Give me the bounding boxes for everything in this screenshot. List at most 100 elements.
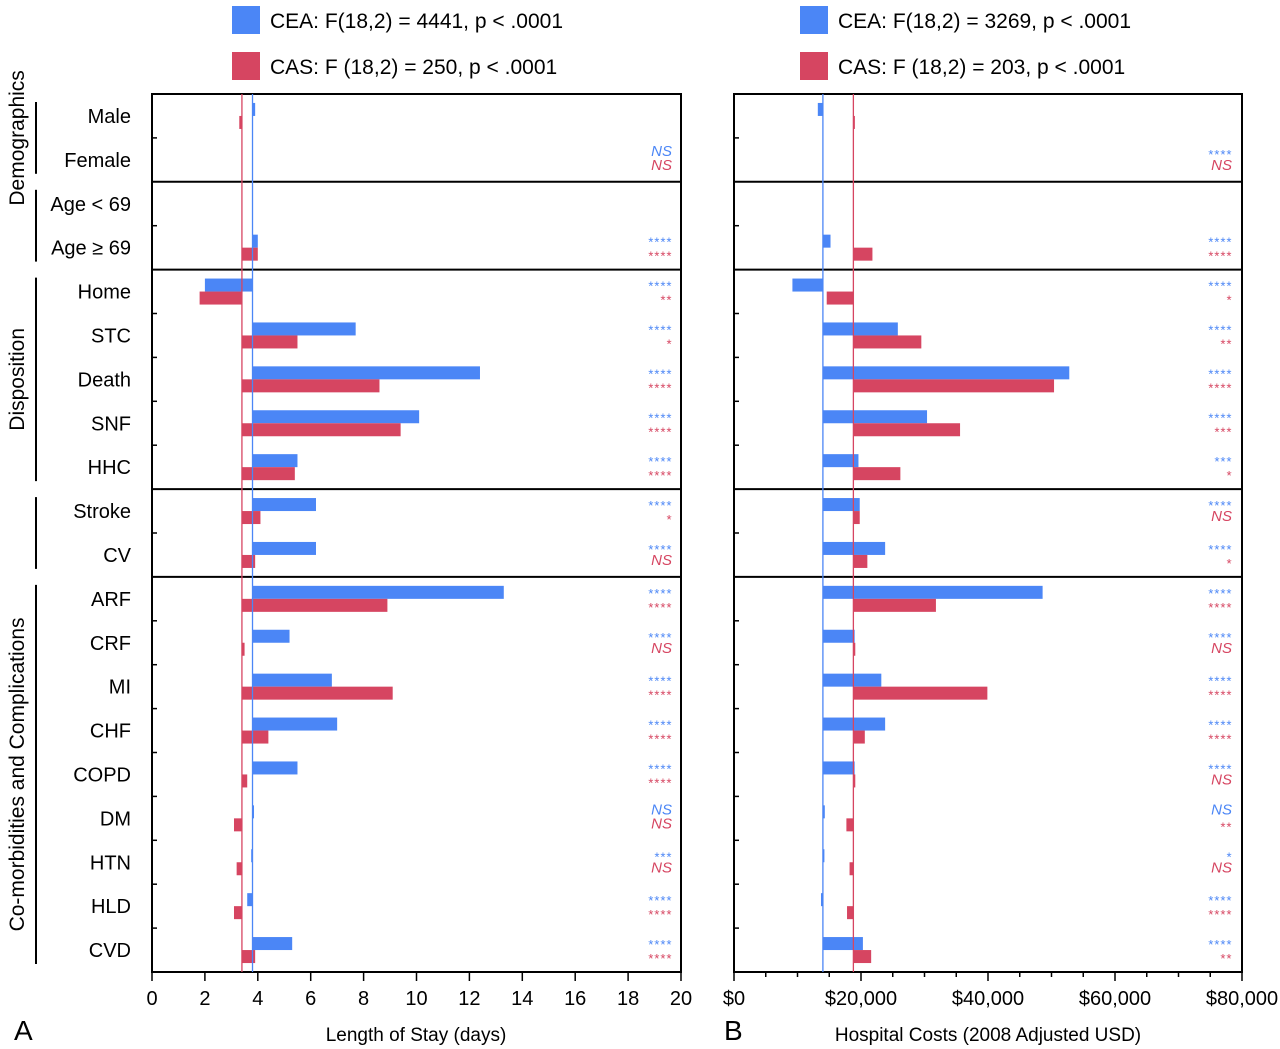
significance-cas-chf: **** — [648, 732, 672, 747]
bar-cas-hhc — [241, 467, 295, 481]
significance-cea-copd: **** — [1208, 761, 1232, 776]
significance-cas-arf: **** — [648, 600, 672, 615]
bar-cas-cv — [241, 554, 256, 568]
x-tick-label: 12 — [458, 988, 480, 1010]
significance-cas-stc: * — [666, 336, 672, 351]
significance-cea-cvd: **** — [1208, 937, 1232, 952]
bar-cea-hld — [247, 893, 253, 907]
significance-cea-hld: **** — [648, 893, 672, 908]
significance-cas-stc: ** — [1220, 336, 1232, 351]
bar-cea-cvd — [822, 937, 863, 951]
significance-cas-hld: **** — [1208, 907, 1232, 922]
significance-cas-home: ** — [660, 293, 672, 308]
category-label-cvd: CVD — [89, 940, 131, 962]
bar-cas-htn — [236, 862, 242, 876]
bar-cea-cvd — [252, 937, 293, 951]
significance-cas-htn: NS — [1211, 859, 1232, 876]
bar-cea-age-69 — [252, 234, 258, 248]
significance-cas-dm: ** — [1220, 819, 1232, 834]
bar-cas-copd — [853, 774, 856, 788]
bar-cea-snf — [252, 410, 420, 424]
bar-cas-hld — [233, 906, 242, 920]
bar-cas-age-69 — [853, 247, 873, 261]
significance-cea-snf: **** — [1208, 410, 1232, 425]
legend-label-cea: CEA: F(18,2) = 3269, p < .0001 — [838, 10, 1131, 33]
significance-cas-home: * — [1226, 293, 1232, 308]
significance-cea-female: NS — [651, 143, 672, 160]
legend-label-cas: CAS: F (18,2) = 250, p < .0001 — [270, 56, 557, 79]
significance-cea-chf: **** — [648, 718, 672, 733]
category-label-age-69: Age ≥ 69 — [51, 238, 131, 260]
significance-cas-crf: NS — [651, 640, 672, 657]
bar-cea-stc — [252, 322, 356, 336]
panel-label: B — [724, 1015, 743, 1046]
significance-cea-cv: **** — [648, 542, 672, 557]
bar-cea-hhc — [252, 454, 298, 468]
category-label-chf: CHF — [90, 721, 131, 743]
significance-cea-mi: **** — [1208, 674, 1232, 689]
significance-cas-stroke: * — [666, 512, 672, 527]
category-label-stc: STC — [91, 325, 131, 347]
significance-cea-crf: **** — [1208, 630, 1232, 645]
bar-cas-mi — [241, 686, 393, 700]
significance-cea-stc: **** — [648, 322, 672, 337]
significance-cas-age-69: **** — [1208, 249, 1232, 264]
bar-cea-mi — [252, 673, 332, 687]
bar-cas-chf — [853, 730, 865, 744]
bar-cas-crf — [241, 642, 245, 656]
x-tick-label: $0 — [723, 988, 745, 1010]
bar-cas-snf — [241, 423, 401, 437]
bar-cea-dm — [822, 805, 825, 819]
x-tick-label: 20 — [670, 988, 692, 1010]
category-label-home: Home — [78, 282, 131, 304]
significance-cea-home: **** — [648, 279, 672, 294]
x-tick-label: $40,000 — [952, 988, 1024, 1010]
significance-cas-htn: NS — [651, 859, 672, 876]
bar-cea-mi — [822, 673, 882, 687]
legend-swatch-cas — [232, 52, 260, 80]
category-label-hld: HLD — [91, 896, 131, 918]
significance-cea-htn: *** — [654, 849, 672, 864]
x-axis-title: Length of Stay (days) — [326, 1025, 507, 1046]
bar-cea-copd — [252, 761, 298, 775]
significance-cea-hld: **** — [1208, 893, 1232, 908]
bar-cas-cvd — [853, 950, 872, 964]
category-label-arf: ARF — [91, 589, 131, 611]
category-label-hhc: HHC — [88, 457, 131, 479]
x-tick-label: 2 — [199, 988, 210, 1010]
category-label-copd: COPD — [73, 764, 131, 786]
significance-cas-chf: **** — [1208, 732, 1232, 747]
bar-cas-arf — [853, 598, 936, 612]
significance-cas-hld: **** — [648, 907, 672, 922]
legend-swatch-cea — [232, 6, 260, 34]
bar-cea-cv — [252, 541, 316, 555]
significance-cas-female: NS — [1211, 157, 1232, 174]
significance-cea-hhc: **** — [648, 454, 672, 469]
bar-cas-dm — [846, 818, 854, 832]
bar-cas-stc — [241, 335, 298, 349]
bar-cea-copd — [822, 761, 855, 775]
bar-cea-male — [817, 102, 823, 116]
category-label-stroke: Stroke — [73, 501, 131, 523]
bar-cas-snf — [853, 423, 961, 437]
category-label-female: Female — [64, 150, 131, 172]
category-label-age-69: Age < 69 — [50, 194, 131, 216]
bar-cas-htn — [849, 862, 854, 876]
bar-cas-crf — [853, 642, 856, 656]
bar-cas-home — [199, 291, 242, 305]
significance-cea-age-69: **** — [648, 235, 672, 250]
significance-cas-hhc: **** — [648, 468, 672, 483]
x-tick-label: 14 — [511, 988, 533, 1010]
legend-label-cea: CEA: F(18,2) = 4441, p < .0001 — [270, 10, 563, 33]
significance-cea-stc: **** — [1208, 322, 1232, 337]
bar-cea-crf — [252, 629, 290, 643]
bar-cea-home — [204, 278, 253, 292]
x-tick-label: 4 — [252, 988, 263, 1010]
category-label-dm: DM — [100, 808, 131, 830]
x-axis-title: Hospital Costs (2008 Adjusted USD) — [835, 1025, 1141, 1046]
significance-cea-arf: **** — [1208, 586, 1232, 601]
x-tick-label: 8 — [358, 988, 369, 1010]
bar-cea-htn — [822, 849, 825, 863]
significance-cas-mi: **** — [648, 688, 672, 703]
bar-cea-stc — [822, 322, 898, 336]
